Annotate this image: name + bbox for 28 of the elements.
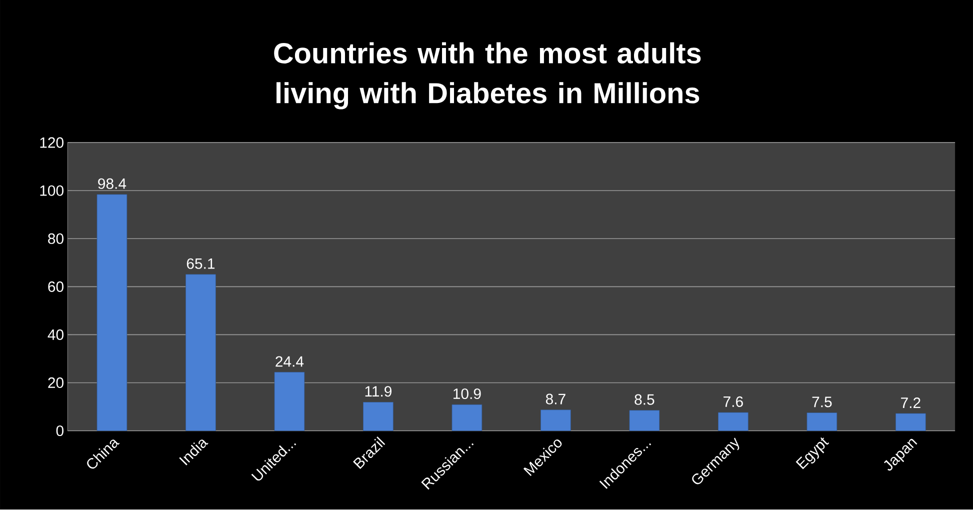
data-label: 7.5 bbox=[812, 397, 832, 408]
y-tick-label: 40 bbox=[48, 330, 64, 340]
data-label: 11.9 bbox=[365, 386, 392, 397]
bar bbox=[718, 412, 748, 432]
data-label: 8.7 bbox=[546, 394, 566, 405]
y-tick-label: 60 bbox=[48, 282, 64, 292]
y-tick-label: 20 bbox=[48, 378, 64, 388]
bar bbox=[363, 402, 394, 432]
data-label: 65.1 bbox=[186, 258, 215, 270]
data-label: 8.5 bbox=[634, 394, 654, 406]
bar bbox=[896, 414, 926, 432]
bar bbox=[806, 412, 838, 432]
bar bbox=[629, 410, 660, 432]
chart-title: Countries with the most adults living with Diabetes in Millions bbox=[274, 42, 701, 110]
y-tick-label: 0 bbox=[56, 426, 64, 436]
y-tick-label: 120 bbox=[40, 138, 64, 148]
bar bbox=[452, 404, 482, 432]
data-label: 7.2 bbox=[901, 398, 920, 408]
data-label: 10.9 bbox=[454, 388, 481, 400]
bar bbox=[274, 372, 305, 432]
bar bbox=[186, 274, 216, 432]
y-tick-label: 100 bbox=[40, 186, 64, 196]
bar bbox=[96, 194, 128, 432]
data-label: 7.6 bbox=[724, 396, 743, 408]
data-label: 98.4 bbox=[98, 178, 126, 190]
data-label: 24.4 bbox=[276, 356, 304, 367]
bar bbox=[540, 410, 571, 432]
y-tick-label: 80 bbox=[48, 234, 64, 244]
